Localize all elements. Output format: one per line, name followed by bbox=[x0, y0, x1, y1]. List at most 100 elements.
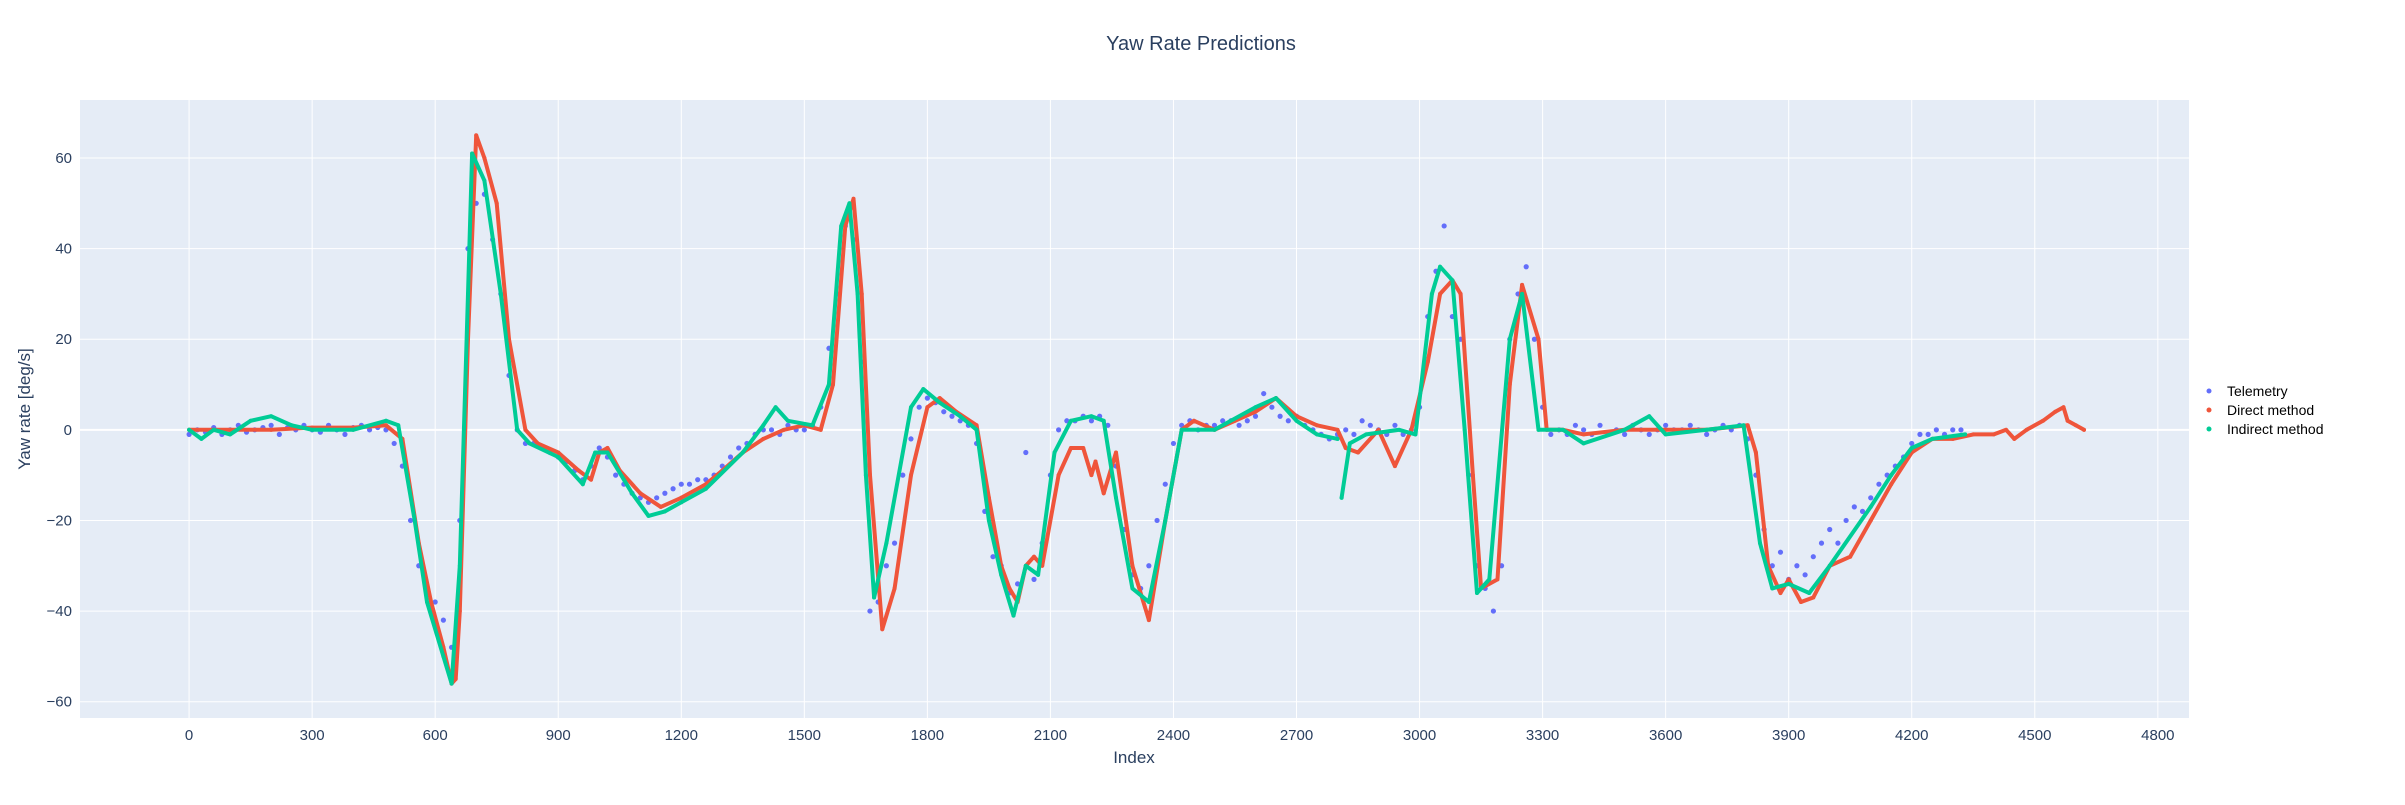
prediction-point bbox=[1130, 586, 1135, 591]
telemetry-point bbox=[1359, 418, 1365, 424]
prediction-point bbox=[1745, 423, 1750, 428]
legend[interactable]: Telemetry Direct method Indirect method bbox=[2206, 383, 2324, 437]
telemetry-point bbox=[695, 477, 701, 483]
telemetry-point bbox=[1531, 336, 1537, 342]
prediction-point bbox=[851, 196, 856, 201]
prediction-point bbox=[1462, 427, 1467, 432]
telemetry-point bbox=[1548, 431, 1554, 437]
prediction-point bbox=[1848, 554, 1853, 559]
prediction-point bbox=[1450, 278, 1455, 283]
telemetry-point bbox=[924, 395, 930, 401]
prediction-point bbox=[605, 450, 610, 455]
prediction-point bbox=[839, 223, 844, 228]
telemetry-point bbox=[1843, 517, 1849, 524]
prediction-point bbox=[593, 450, 598, 455]
telemetry-point bbox=[900, 472, 906, 478]
prediction-point bbox=[1347, 441, 1352, 446]
prediction-point bbox=[1093, 459, 1098, 464]
prediction-point bbox=[1114, 450, 1119, 455]
telemetry-point bbox=[1859, 508, 1866, 514]
prediction-point bbox=[474, 133, 479, 138]
x-tick-label: 3900 bbox=[1772, 727, 1805, 744]
telemetry-point bbox=[1523, 264, 1529, 270]
prediction-point bbox=[2061, 405, 2066, 410]
prediction-point bbox=[740, 450, 745, 455]
telemetry-point bbox=[1367, 422, 1373, 428]
telemetry-point bbox=[1392, 422, 1398, 428]
y-tick-label: 0 bbox=[64, 422, 72, 439]
telemetry-point bbox=[801, 427, 807, 433]
telemetry-point bbox=[1876, 481, 1882, 487]
prediction-point bbox=[867, 473, 872, 478]
telemetry-point bbox=[1646, 431, 1652, 437]
y-tick-label: −60 bbox=[47, 694, 72, 711]
x-tick-label: 3000 bbox=[1403, 727, 1436, 744]
prediction-point bbox=[818, 427, 823, 432]
legend-item-indirect-method[interactable]: Indirect method bbox=[2206, 421, 2324, 437]
y-tick-label: 40 bbox=[55, 241, 72, 258]
telemetry-point bbox=[1777, 549, 1784, 555]
prediction-point bbox=[1335, 436, 1340, 441]
prediction-point bbox=[2073, 423, 2078, 428]
telemetry-point bbox=[670, 486, 676, 492]
telemetry-point bbox=[1351, 431, 1357, 437]
prediction-point bbox=[1889, 473, 1894, 478]
telemetry-point bbox=[1868, 495, 1874, 501]
prediction-point bbox=[457, 609, 462, 614]
prediction-point bbox=[269, 427, 274, 432]
legend-marker-indirect bbox=[2206, 426, 2212, 432]
telemetry-point bbox=[1441, 223, 1447, 229]
telemetry-point bbox=[1269, 404, 1275, 410]
prediction-point bbox=[872, 595, 877, 600]
prediction-point bbox=[527, 441, 532, 446]
prediction-point bbox=[1068, 418, 1073, 423]
prediction-point bbox=[228, 432, 233, 437]
prediction-point bbox=[351, 427, 356, 432]
prediction-point bbox=[1520, 291, 1525, 296]
prediction-point bbox=[2040, 418, 2045, 423]
telemetry-point bbox=[1170, 440, 1177, 447]
prediction-point bbox=[1007, 586, 1012, 591]
telemetry-point bbox=[891, 540, 898, 546]
prediction-point bbox=[773, 405, 778, 410]
prediction-point bbox=[1520, 282, 1525, 287]
x-tick-label: 900 bbox=[546, 727, 571, 744]
telemetry-point bbox=[613, 472, 619, 478]
y-tick-label: 60 bbox=[55, 150, 72, 167]
telemetry-point bbox=[1261, 390, 1267, 397]
telemetry-point bbox=[1622, 431, 1628, 437]
prediction-point bbox=[1011, 613, 1016, 618]
telemetry-point bbox=[1023, 449, 1029, 456]
prediction-point bbox=[1561, 427, 1566, 432]
x-tick-label: 2700 bbox=[1280, 727, 1313, 744]
prediction-point bbox=[638, 491, 643, 496]
prediction-point bbox=[1253, 405, 1258, 410]
telemetry-point bbox=[1252, 413, 1259, 419]
prediction-point bbox=[1032, 554, 1037, 559]
telemetry-series bbox=[186, 191, 1964, 650]
legend-label-direct: Direct method bbox=[2227, 402, 2314, 418]
telemetry-point bbox=[1827, 526, 1833, 533]
prediction-point bbox=[576, 468, 581, 473]
prediction-point bbox=[863, 473, 868, 478]
telemetry-point bbox=[1687, 422, 1693, 428]
prediction-point bbox=[1536, 337, 1541, 342]
telemetry-point bbox=[1220, 418, 1226, 424]
plot-background bbox=[80, 100, 2189, 718]
legend-item-direct-method[interactable]: Direct method bbox=[2206, 402, 2315, 418]
prediction-point bbox=[843, 223, 848, 228]
prediction-point bbox=[1081, 445, 1086, 450]
prediction-point bbox=[1253, 409, 1258, 414]
prediction-point bbox=[2082, 427, 2087, 432]
prediction-point bbox=[482, 155, 487, 160]
prediction-point bbox=[310, 427, 315, 432]
prediction-point bbox=[1429, 291, 1434, 296]
legend-item-telemetry[interactable]: Telemetry bbox=[2206, 383, 2288, 399]
prediction-point bbox=[1770, 586, 1775, 591]
telemetry-point bbox=[342, 431, 348, 437]
prediction-point bbox=[974, 427, 979, 432]
telemetry-point bbox=[990, 554, 996, 560]
prediction-point bbox=[831, 382, 836, 387]
prediction-point bbox=[1786, 577, 1791, 582]
telemetry-point bbox=[268, 422, 274, 428]
